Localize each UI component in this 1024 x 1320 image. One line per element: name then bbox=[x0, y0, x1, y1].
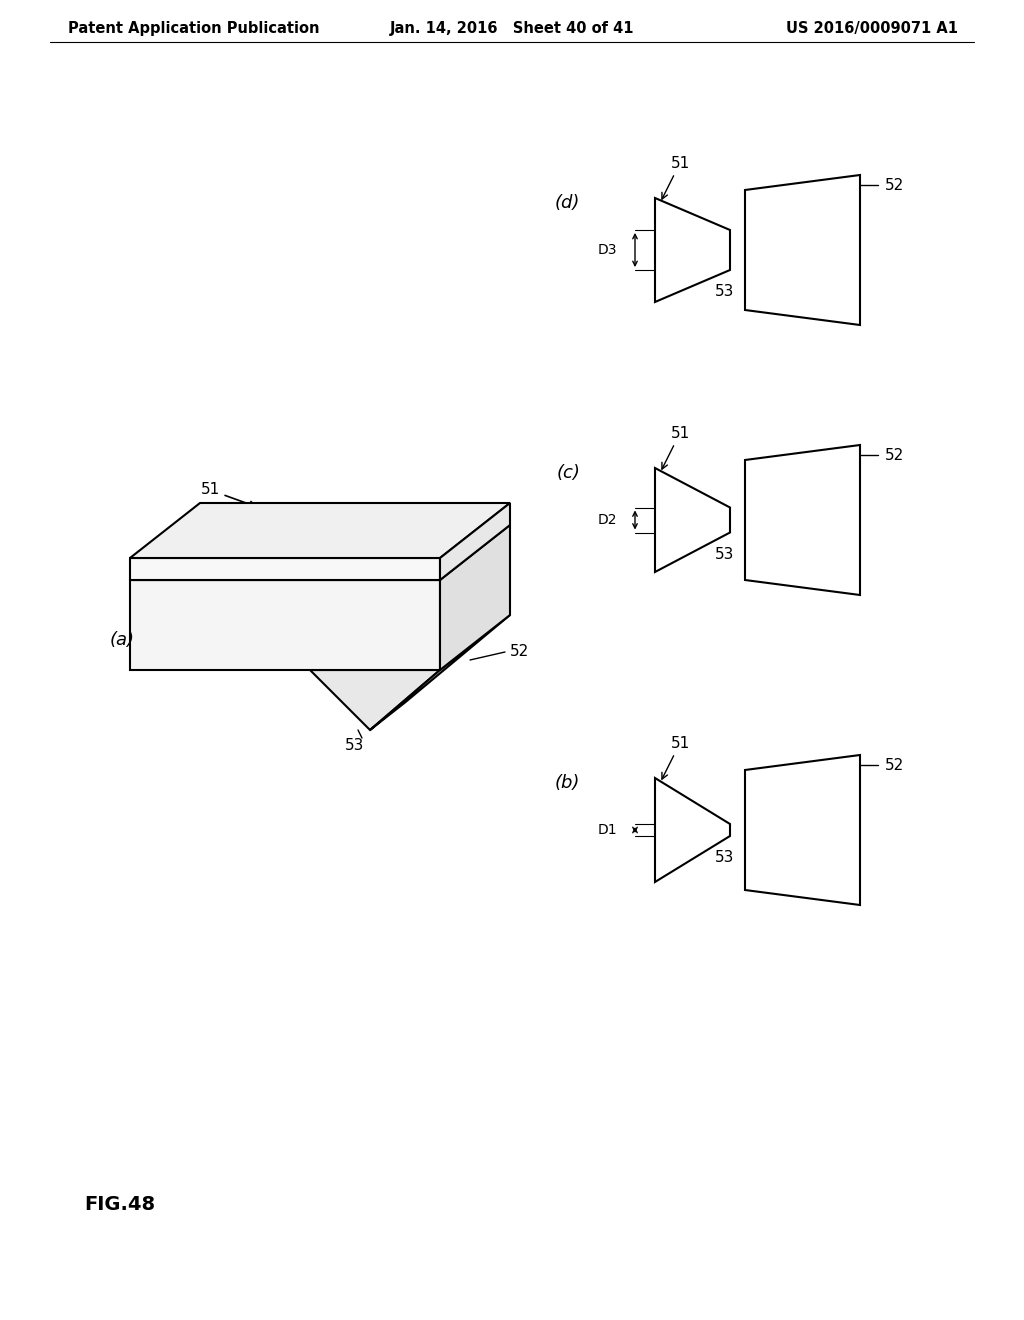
Text: (c): (c) bbox=[556, 465, 580, 482]
Text: (b): (b) bbox=[555, 774, 580, 792]
Polygon shape bbox=[440, 503, 510, 579]
Text: 52: 52 bbox=[885, 177, 904, 193]
Text: 53: 53 bbox=[716, 285, 734, 300]
Polygon shape bbox=[745, 176, 860, 325]
Polygon shape bbox=[655, 777, 730, 882]
Polygon shape bbox=[745, 445, 860, 595]
Text: 52: 52 bbox=[885, 447, 904, 462]
Text: D3: D3 bbox=[597, 243, 617, 257]
Text: (a): (a) bbox=[110, 631, 135, 649]
Text: D2: D2 bbox=[597, 513, 617, 527]
Text: 53: 53 bbox=[345, 738, 365, 752]
Text: (d): (d) bbox=[555, 194, 580, 213]
Polygon shape bbox=[655, 469, 730, 572]
Polygon shape bbox=[130, 525, 510, 579]
Text: US 2016/0009071 A1: US 2016/0009071 A1 bbox=[786, 21, 958, 36]
Polygon shape bbox=[655, 198, 730, 302]
Text: D1: D1 bbox=[597, 822, 617, 837]
Text: Jan. 14, 2016   Sheet 40 of 41: Jan. 14, 2016 Sheet 40 of 41 bbox=[390, 21, 634, 36]
Text: 52: 52 bbox=[885, 758, 904, 772]
Polygon shape bbox=[745, 755, 860, 906]
Text: 51: 51 bbox=[662, 425, 689, 469]
Text: 51: 51 bbox=[662, 156, 689, 199]
Text: 51: 51 bbox=[662, 735, 689, 779]
Text: 53: 53 bbox=[716, 546, 734, 562]
Polygon shape bbox=[130, 558, 440, 579]
Polygon shape bbox=[130, 503, 510, 558]
Polygon shape bbox=[310, 671, 440, 730]
Text: 52: 52 bbox=[510, 644, 529, 660]
Text: FIG.48: FIG.48 bbox=[84, 1196, 156, 1214]
Polygon shape bbox=[370, 615, 510, 730]
Text: 51: 51 bbox=[201, 483, 256, 507]
Text: Patent Application Publication: Patent Application Publication bbox=[68, 21, 319, 36]
Polygon shape bbox=[440, 525, 510, 671]
Text: 53: 53 bbox=[716, 850, 734, 866]
Polygon shape bbox=[130, 579, 440, 671]
